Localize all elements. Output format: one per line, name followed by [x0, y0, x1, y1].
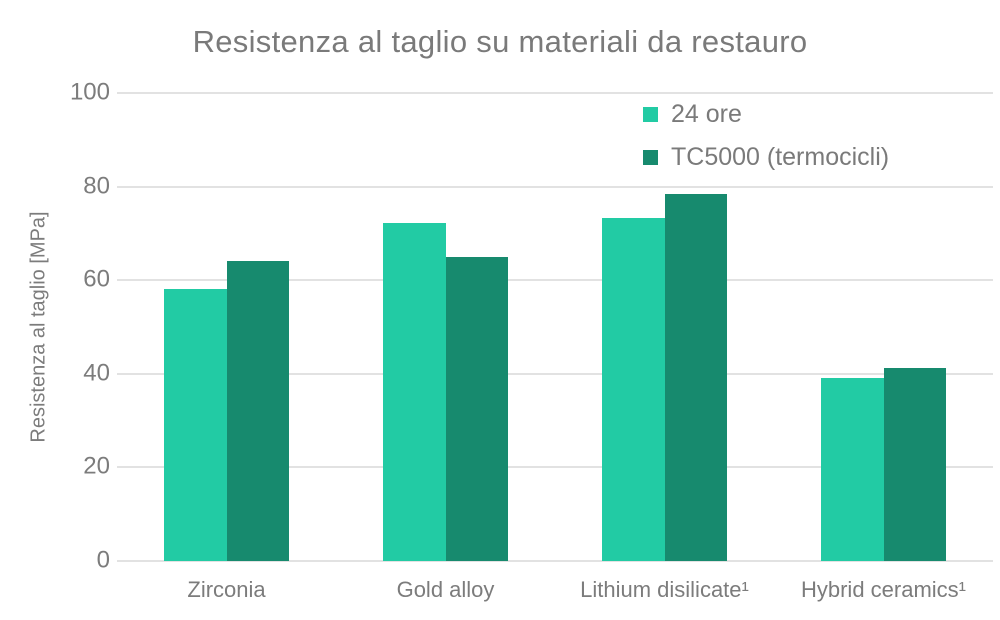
plot-area [117, 92, 993, 562]
y-axis-ticks: 0 20 40 60 80 100 [0, 78, 110, 573]
x-label: Lithium disilicate¹ [580, 577, 749, 602]
gridline [117, 185, 993, 188]
legend-item-24-ore: 24 ore [643, 99, 889, 128]
legend-label-24-ore: 24 ore [671, 99, 742, 128]
bar-series1-cat2 [383, 222, 446, 561]
bar-series1-cat1 [164, 288, 227, 561]
y-tick-label: 0 [96, 546, 110, 574]
gridline [117, 466, 993, 469]
x-label: Zirconia [187, 577, 266, 602]
gridline [117, 560, 993, 562]
bar-series1-cat3 [602, 217, 665, 561]
gridline [117, 92, 993, 94]
legend-swatch-tc5000 [643, 149, 658, 165]
bar-series2-cat3 [664, 194, 727, 561]
y-tick-label: 60 [83, 265, 110, 293]
x-label: Gold alloy [396, 577, 495, 602]
gridline [117, 279, 993, 282]
legend-label-tc5000: TC5000 (termocicli) [671, 142, 890, 171]
y-tick-label: 100 [69, 78, 110, 106]
bar-series2-cat1 [226, 261, 289, 561]
y-tick-label: 40 [83, 359, 110, 387]
gridline [117, 372, 993, 375]
bars-layer [117, 93, 993, 561]
bar-series2-cat4 [883, 367, 946, 561]
legend: 24 ore TC5000 (termocicli) [643, 99, 890, 171]
x-axis-labels: Zirconia Gold alloy Lithium disilicate¹ Hyb… [117, 577, 993, 603]
y-tick-label: 20 [83, 452, 110, 480]
bar-series1-cat4 [821, 378, 884, 561]
legend-swatch-24-ore [643, 106, 658, 122]
x-label: Hybrid ceramics¹ [800, 577, 967, 602]
bar-series2-cat2 [445, 256, 508, 561]
y-tick-label: 80 [83, 172, 110, 200]
chart-title: Resistenza al taglio su materiali da res… [192, 24, 808, 59]
legend-item-tc5000: TC5000 (termocicli) [643, 142, 890, 171]
